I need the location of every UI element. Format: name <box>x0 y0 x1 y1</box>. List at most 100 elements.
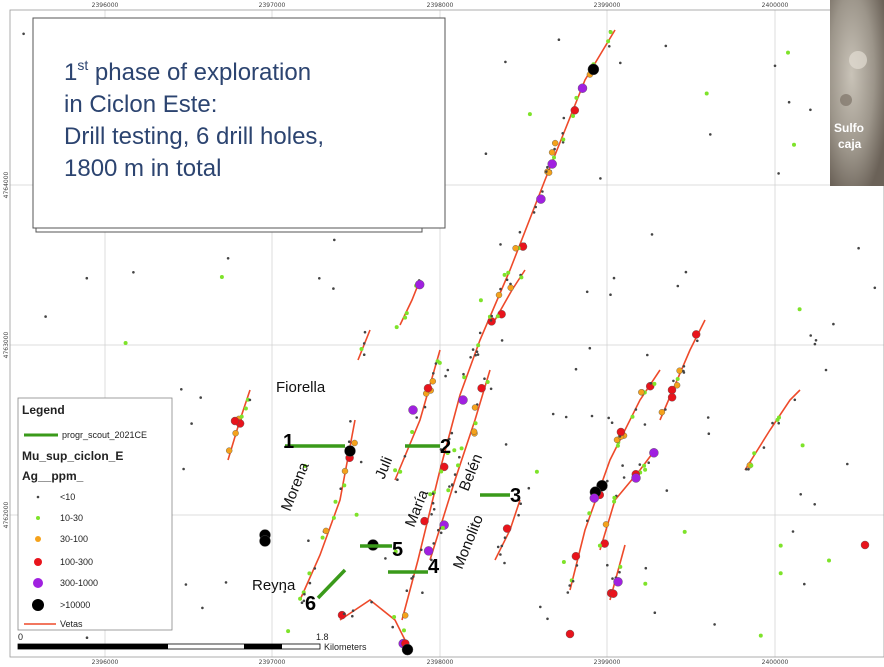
vein-name: Reyna <box>252 577 296 594</box>
drill-number: 2 <box>440 436 451 458</box>
sample-point <box>645 567 648 570</box>
scale-bar-segment <box>244 644 282 649</box>
sample-point <box>185 583 188 586</box>
sample-point <box>391 626 394 629</box>
sample-point <box>609 293 612 296</box>
sample-point <box>182 468 185 471</box>
sample-point <box>696 340 699 343</box>
sample-point <box>501 339 504 342</box>
sample-point <box>779 544 783 548</box>
sample-point <box>801 443 805 447</box>
sample-point <box>471 429 477 435</box>
sample-point <box>506 271 510 275</box>
sample-point <box>462 375 466 379</box>
legend-entry: 30-100 <box>60 534 88 544</box>
sample-point <box>447 369 450 372</box>
sample-point <box>503 273 507 277</box>
sample-point <box>351 615 354 618</box>
x-coordinate: 2399000 <box>594 2 621 9</box>
sample-point <box>846 463 849 466</box>
sample-point <box>432 502 435 505</box>
legend-entry: Vetas <box>60 619 83 629</box>
sample-point <box>814 343 817 346</box>
inset-texture <box>840 94 852 106</box>
sample-point <box>298 597 302 601</box>
sample-point <box>528 112 532 116</box>
sample-point <box>348 440 351 443</box>
sample-point <box>513 245 519 251</box>
sample-point <box>321 536 325 540</box>
sample-point <box>339 487 342 490</box>
legend-layer: Mu_sup_ciclon_E <box>22 449 123 463</box>
inset-photo: Sulfo caja <box>830 0 884 186</box>
sample-point <box>545 170 548 173</box>
sample-point <box>352 440 358 446</box>
sample-point <box>639 463 642 466</box>
sample-point <box>613 277 616 280</box>
sample-point <box>503 562 506 565</box>
sample-point <box>533 211 536 214</box>
page: { "title_box": { "line1": {"number": "1"… <box>0 0 884 667</box>
sample-point <box>459 396 468 405</box>
sample-point <box>676 377 680 381</box>
sample-point <box>874 287 877 290</box>
title-line: 1st phase of exploration <box>64 57 311 86</box>
sample-point <box>462 373 465 376</box>
sample-point <box>476 343 480 347</box>
sample-point <box>430 378 436 384</box>
sample-point <box>476 350 479 353</box>
sample-point <box>567 591 570 594</box>
drill-number: 1 <box>283 431 294 453</box>
sample-point <box>561 138 565 142</box>
sample-point <box>499 243 502 246</box>
sample-point <box>227 257 230 260</box>
sample-point <box>752 451 756 455</box>
sample-point <box>832 323 835 326</box>
sample-point <box>233 430 239 436</box>
sample-point <box>571 106 579 114</box>
sample-point <box>763 446 766 449</box>
sample-point <box>323 528 329 534</box>
sample-point <box>485 152 488 155</box>
sample-point <box>692 330 700 338</box>
sample-point <box>566 630 574 638</box>
sample-point <box>535 470 539 474</box>
sample-point <box>777 172 780 175</box>
sample-point <box>190 422 193 425</box>
sample-point <box>609 590 617 598</box>
x-coordinate: 2399000 <box>594 659 621 666</box>
sample-point <box>314 567 317 570</box>
sample-point <box>517 514 520 517</box>
sample-point <box>642 464 646 468</box>
sample-point <box>621 464 624 467</box>
sample-point <box>534 206 537 209</box>
legend-title: Legend <box>22 403 65 417</box>
sample-point <box>825 369 828 372</box>
title-rest: phase of exploration <box>88 59 311 86</box>
sample-point <box>402 644 413 655</box>
sample-point <box>363 342 366 345</box>
sample-point <box>608 45 611 48</box>
sample-point <box>410 430 414 434</box>
sample-point <box>360 347 364 351</box>
sample-point <box>338 611 346 619</box>
sample-point <box>412 575 415 578</box>
y-coordinate: 4763000 <box>3 331 10 358</box>
sample-point <box>563 117 566 120</box>
sample-point <box>574 96 578 100</box>
sample-point <box>609 30 613 34</box>
legend-symbol <box>35 536 41 542</box>
sample-point <box>572 580 575 583</box>
sample-point <box>759 634 763 638</box>
sample-point <box>599 177 602 180</box>
sample-point <box>355 513 359 517</box>
sample-point <box>180 388 183 391</box>
sample-point <box>424 546 433 555</box>
sample-point <box>201 607 204 610</box>
sample-point <box>455 491 458 494</box>
sample-point <box>345 446 356 457</box>
legend-entry: 300-1000 <box>60 578 98 588</box>
sample-point <box>432 492 435 495</box>
sample-point <box>794 399 797 402</box>
sample-point <box>86 277 89 280</box>
